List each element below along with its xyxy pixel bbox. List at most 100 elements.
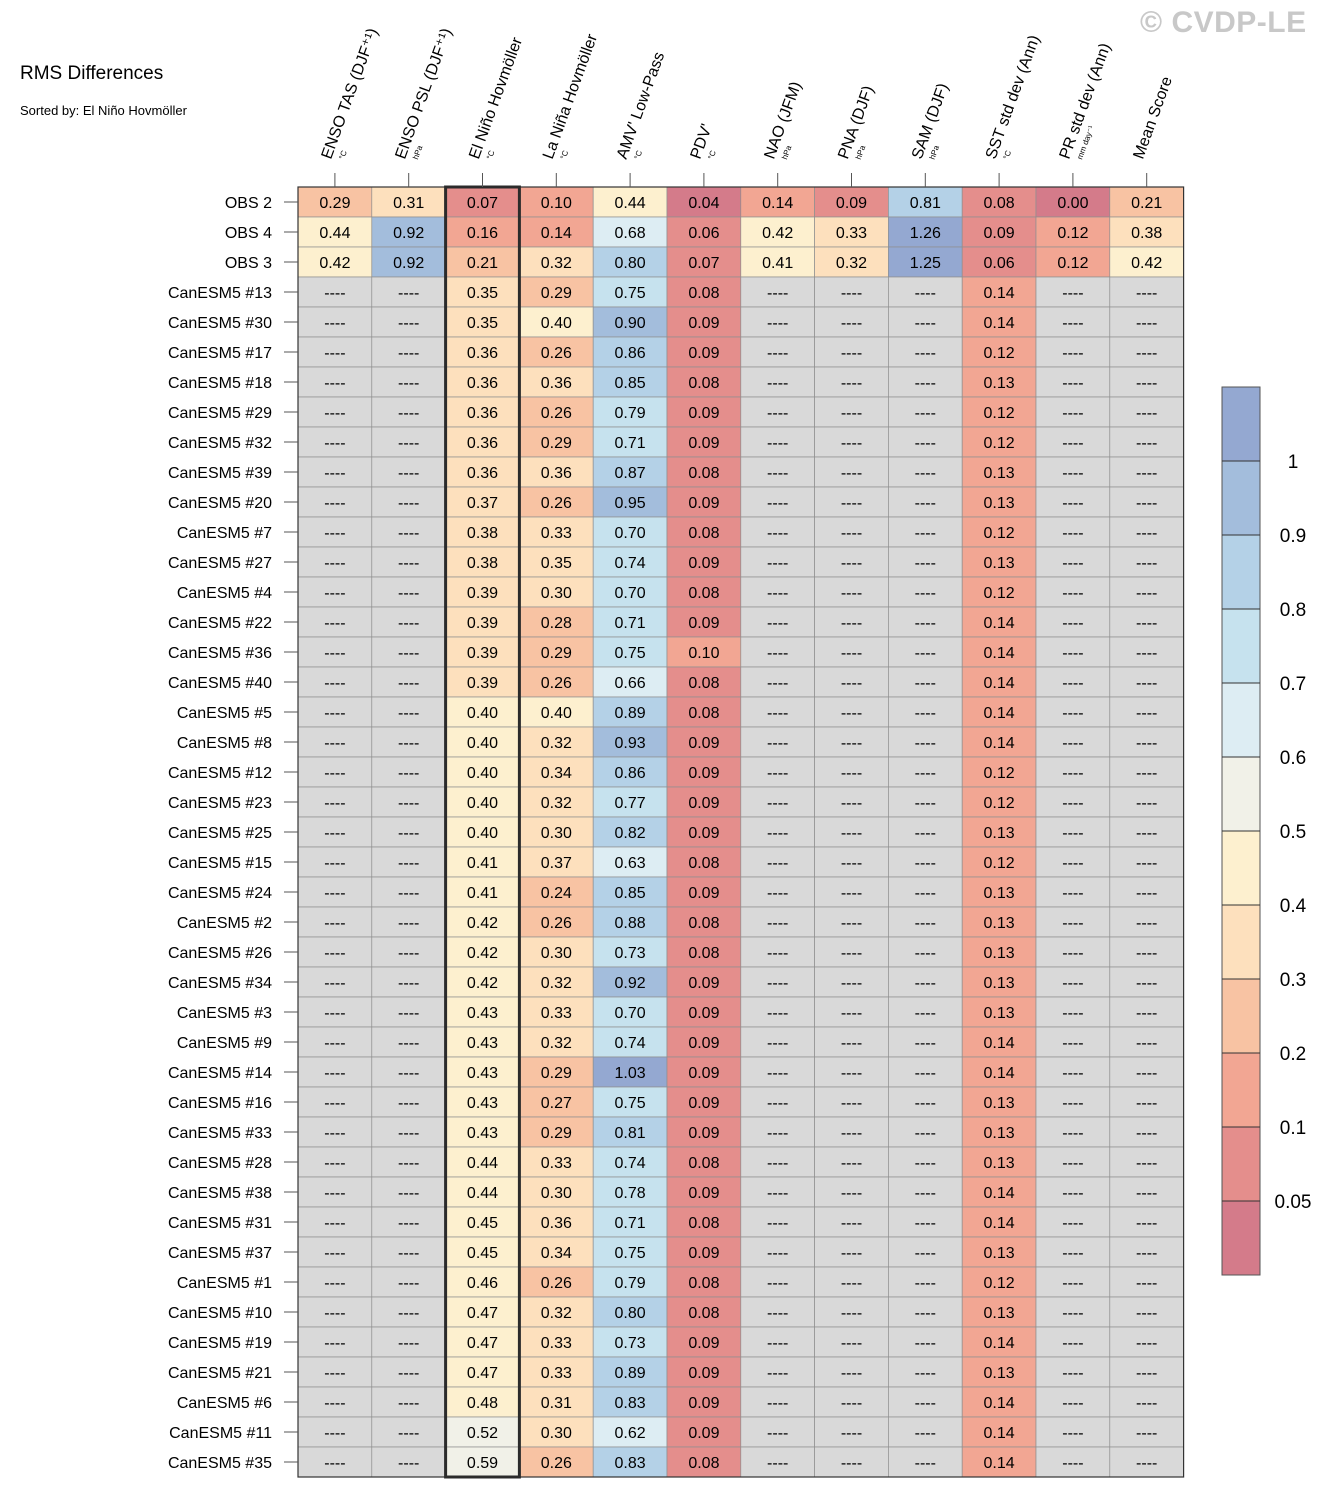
heatmap-cell xyxy=(1035,696,1111,728)
heatmap-cell xyxy=(297,306,373,338)
cell-value: 0.78 xyxy=(615,1185,646,1202)
heatmap-cell xyxy=(519,336,594,368)
heatmap-cell xyxy=(592,1296,668,1328)
heatmap-cell xyxy=(1109,1386,1184,1418)
cell-value: ---- xyxy=(767,1275,788,1292)
cell-value: 0.14 xyxy=(762,195,793,212)
cell-value: ---- xyxy=(1062,645,1083,662)
cell-value: ---- xyxy=(1136,855,1157,872)
heatmap-cell xyxy=(1035,1386,1111,1418)
cell-value: 0.37 xyxy=(541,855,572,872)
cell-value: ---- xyxy=(324,1185,345,1202)
cell-value: 0.13 xyxy=(984,1155,1015,1172)
row-label: OBS 4 xyxy=(225,225,272,242)
row-label: CanESM5 #6 xyxy=(177,1395,272,1412)
heatmap-cell xyxy=(371,756,446,788)
heatmap-cell xyxy=(888,276,963,308)
heatmap-cell xyxy=(297,216,373,248)
heatmap-cell xyxy=(1035,216,1111,248)
heatmap-cell xyxy=(888,396,963,428)
cell-value: ---- xyxy=(324,465,345,482)
cell-value: ---- xyxy=(915,1395,936,1412)
cell-value: ---- xyxy=(767,1005,788,1022)
cell-value: ---- xyxy=(841,465,862,482)
heatmap-cell xyxy=(371,1416,446,1448)
heatmap-cell xyxy=(961,1356,1037,1388)
heatmap-cell xyxy=(592,1206,668,1238)
heatmap-cell xyxy=(888,1386,963,1418)
cell-value: ---- xyxy=(1136,465,1157,482)
heatmap-cell xyxy=(814,606,889,638)
heatmap-cell xyxy=(666,906,742,938)
heatmap-cell xyxy=(961,1116,1037,1148)
heatmap-cell xyxy=(740,456,815,488)
column-unit: °C xyxy=(706,149,718,161)
cell-value: ---- xyxy=(1136,1155,1157,1172)
row-label: CanESM5 #22 xyxy=(168,615,272,632)
cell-value: 0.77 xyxy=(615,795,646,812)
heatmap-cell xyxy=(961,1326,1037,1358)
cell-value: ---- xyxy=(1062,1395,1083,1412)
heatmap-cell xyxy=(519,306,594,338)
heatmap-cell xyxy=(888,846,963,878)
cell-value: ---- xyxy=(915,735,936,752)
cell-value: 1.26 xyxy=(910,225,941,242)
heatmap-cell xyxy=(666,606,742,638)
cell-value: ---- xyxy=(1062,855,1083,872)
heatmap-cell xyxy=(961,1176,1037,1208)
row-label: OBS 3 xyxy=(225,255,272,272)
cell-value: ---- xyxy=(398,285,419,302)
heatmap-cell xyxy=(1035,516,1111,548)
heatmap-cell xyxy=(297,516,373,548)
cell-value: ---- xyxy=(915,465,936,482)
heatmap-cell xyxy=(1035,876,1111,908)
cell-value: ---- xyxy=(1062,1275,1083,1292)
cell-value: 0.33 xyxy=(836,225,867,242)
cell-value: ---- xyxy=(1136,345,1157,362)
row-label: CanESM5 #10 xyxy=(168,1305,272,1322)
cell-value: 0.16 xyxy=(467,225,498,242)
cell-value: 0.09 xyxy=(688,975,719,992)
heatmap-cell xyxy=(961,456,1037,488)
cell-value: 0.30 xyxy=(541,585,572,602)
heatmap-cell xyxy=(740,396,815,428)
heatmap-cell xyxy=(371,576,446,608)
cell-value: ---- xyxy=(398,1245,419,1262)
cell-value: 0.30 xyxy=(541,1185,572,1202)
heatmap-cell xyxy=(445,936,520,968)
heatmap-cell xyxy=(1109,696,1184,728)
heatmap-cell xyxy=(297,1236,373,1268)
cell-value: ---- xyxy=(1136,825,1157,842)
heatmap-cell xyxy=(666,966,742,998)
cell-value: 0.09 xyxy=(688,1125,719,1142)
heatmap-cell xyxy=(1035,1056,1111,1088)
cell-value: ---- xyxy=(324,435,345,452)
cell-value: ---- xyxy=(1136,705,1157,722)
cell-value: ---- xyxy=(767,645,788,662)
heatmap-cell xyxy=(740,336,815,368)
cell-value: ---- xyxy=(915,1065,936,1082)
heatmap-cell xyxy=(445,546,520,578)
cell-value: ---- xyxy=(841,375,862,392)
cell-value: ---- xyxy=(841,1185,862,1202)
cell-value: ---- xyxy=(398,915,419,932)
cell-value: ---- xyxy=(398,435,419,452)
heatmap-cell xyxy=(297,1266,373,1298)
cell-value: 0.75 xyxy=(615,285,646,302)
heatmap-cell xyxy=(297,1026,373,1058)
heatmap-cell xyxy=(740,1416,815,1448)
heatmap-cell xyxy=(961,606,1037,638)
cell-value: 1.25 xyxy=(910,255,941,272)
row-label: CanESM5 #35 xyxy=(168,1455,272,1472)
row-label: CanESM5 #28 xyxy=(168,1155,272,1172)
cell-value: ---- xyxy=(841,345,862,362)
cell-value: ---- xyxy=(398,945,419,962)
cell-value: ---- xyxy=(398,825,419,842)
heatmap-cell xyxy=(666,1206,742,1238)
heatmap-cell xyxy=(814,1326,889,1358)
cell-value: ---- xyxy=(915,945,936,962)
colorbar-box xyxy=(1222,683,1260,757)
cell-value: 0.36 xyxy=(467,465,498,482)
cell-value: ---- xyxy=(915,405,936,422)
cell-value: ---- xyxy=(767,615,788,632)
